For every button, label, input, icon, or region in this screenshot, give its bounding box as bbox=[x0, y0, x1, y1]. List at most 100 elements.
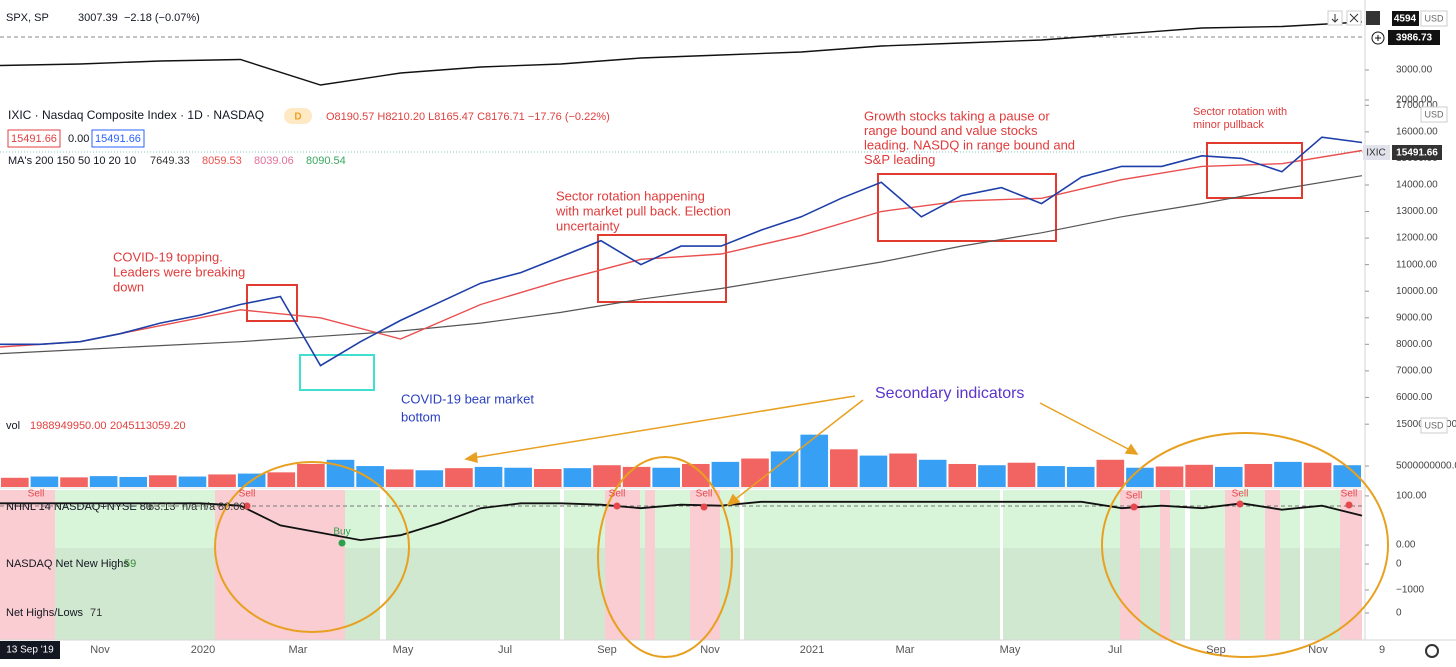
time-label: 2020 bbox=[191, 644, 215, 656]
axis-tick-label: 0 bbox=[1396, 608, 1402, 619]
volume-bar bbox=[415, 470, 444, 487]
currency-badge bbox=[1420, 106, 1448, 123]
settings-gear[interactable] bbox=[1425, 644, 1439, 658]
signal-zone bbox=[1120, 598, 1140, 640]
gap bbox=[1185, 598, 1190, 640]
axis-tick-label: 14000.00 bbox=[1396, 180, 1438, 191]
signal-zone bbox=[1225, 598, 1240, 640]
volume-bar bbox=[1244, 463, 1273, 487]
legend-value: n/a bbox=[182, 501, 198, 513]
axis-tick-label: 16000.00 bbox=[1396, 127, 1438, 138]
gap bbox=[380, 490, 386, 548]
arrow bbox=[471, 395, 856, 459]
legend-value: 80.00 bbox=[218, 501, 246, 513]
legend-value: 59 bbox=[124, 558, 136, 570]
legend-value: 1988949950.00 bbox=[30, 420, 106, 432]
signal-zone bbox=[1340, 548, 1362, 598]
axis-tick-label: 3000.00 bbox=[1396, 65, 1433, 76]
gap bbox=[1300, 548, 1304, 598]
volume-bar bbox=[60, 477, 88, 487]
volume-bar bbox=[474, 466, 503, 487]
signal-dot bbox=[1345, 501, 1353, 509]
annotation-text: with market pull back. Election bbox=[555, 203, 731, 218]
volume-bar bbox=[889, 453, 917, 487]
signal-zone bbox=[645, 490, 655, 548]
ma-legend: MA's 200 150 50 10 20 10 bbox=[8, 155, 136, 167]
axis-tick-label: 100.00 bbox=[1396, 491, 1427, 502]
legend-label: NHNL 14 NASDAQ+NYSE 80 bbox=[6, 501, 152, 513]
signal-label: Sell bbox=[1126, 491, 1143, 502]
axis-tick-label: −1000 bbox=[1396, 585, 1425, 596]
arrow bbox=[732, 399, 864, 502]
signal-label: Sell bbox=[239, 489, 256, 500]
gap bbox=[560, 598, 564, 640]
volume-bar bbox=[830, 449, 858, 487]
signal-zone bbox=[690, 598, 720, 640]
crosshair-text: 3986.73 bbox=[1396, 33, 1433, 44]
volume-bar bbox=[533, 468, 562, 487]
legend-value: 71 bbox=[90, 607, 102, 619]
axis-tick-label: 5000000000.00 bbox=[1396, 461, 1456, 472]
annotation-text: S&P leading bbox=[864, 152, 935, 167]
signal-zone bbox=[1340, 490, 1362, 548]
legend-label: Net Highs/Lows bbox=[6, 607, 84, 619]
legend-symbol: SPX, SP bbox=[6, 12, 49, 24]
gap bbox=[1000, 490, 1003, 548]
signal-zone bbox=[1225, 548, 1240, 598]
signal-label: Sell bbox=[28, 489, 45, 500]
time-label: Mar bbox=[896, 644, 915, 656]
time-label: May bbox=[393, 644, 414, 656]
annotation-box bbox=[597, 234, 727, 303]
volume-bar bbox=[1007, 462, 1036, 487]
signal-zone bbox=[1265, 598, 1280, 640]
axis-tick-label: 7000.00 bbox=[1396, 366, 1433, 377]
ma-value: 7649.33 bbox=[150, 155, 190, 167]
signal-dot bbox=[700, 503, 708, 511]
highlight-ellipse bbox=[214, 461, 410, 633]
gap bbox=[560, 490, 564, 548]
volume-bar bbox=[267, 472, 296, 487]
signal-zone bbox=[215, 548, 345, 598]
add-button[interactable] bbox=[1371, 31, 1385, 45]
time-label: Nov bbox=[1308, 644, 1328, 656]
volume-bar bbox=[356, 466, 384, 487]
volume-bar bbox=[178, 476, 207, 487]
time-label: Mar bbox=[289, 644, 308, 656]
signal-zone bbox=[1160, 548, 1170, 598]
legend-ohlc: O8190.57 H8210.20 L8165.47 C8176.71 −17.… bbox=[326, 111, 610, 123]
arrow-head bbox=[464, 451, 478, 464]
volume-bar bbox=[30, 476, 59, 487]
time-badge bbox=[0, 641, 60, 659]
annotation-text: bottom bbox=[401, 409, 441, 424]
legend-value: n/a bbox=[200, 501, 216, 513]
volume-bar bbox=[445, 468, 473, 487]
signal-zone bbox=[645, 548, 655, 598]
volume-bar bbox=[770, 451, 799, 487]
volume-bar bbox=[918, 459, 947, 487]
volume-bar bbox=[859, 455, 888, 487]
settings-button[interactable] bbox=[1366, 11, 1380, 25]
bid: 15491.66 bbox=[11, 133, 57, 145]
axis-tick-label: 6000.00 bbox=[1396, 392, 1433, 403]
volume-bar bbox=[1096, 459, 1125, 487]
time-label: Sep bbox=[597, 644, 617, 656]
indicator-backgrounds bbox=[0, 490, 1362, 640]
volume-bar bbox=[622, 466, 651, 487]
annotation-text: Secondary indicators bbox=[875, 385, 1024, 402]
gap bbox=[1000, 548, 1003, 598]
annotation-text: Growth stocks taking a pause or bbox=[864, 108, 1050, 123]
annotation-text: COVID-19 topping. bbox=[113, 249, 223, 264]
volume-bar bbox=[149, 475, 177, 487]
signal-zone bbox=[0, 490, 55, 548]
bid-box bbox=[7, 129, 61, 148]
icon bbox=[1331, 14, 1339, 23]
highlight-ellipse bbox=[597, 456, 733, 658]
ma50-line bbox=[0, 149, 1363, 348]
ask: 15491.66 bbox=[95, 133, 141, 145]
ma-value: 8039.06 bbox=[254, 155, 294, 167]
currency-text: USD bbox=[1424, 109, 1444, 119]
axis-tick-label: 11000.00 bbox=[1396, 259, 1437, 270]
volume-bar bbox=[1066, 466, 1095, 487]
ma200-line bbox=[0, 175, 1363, 355]
ask-box bbox=[91, 129, 145, 148]
